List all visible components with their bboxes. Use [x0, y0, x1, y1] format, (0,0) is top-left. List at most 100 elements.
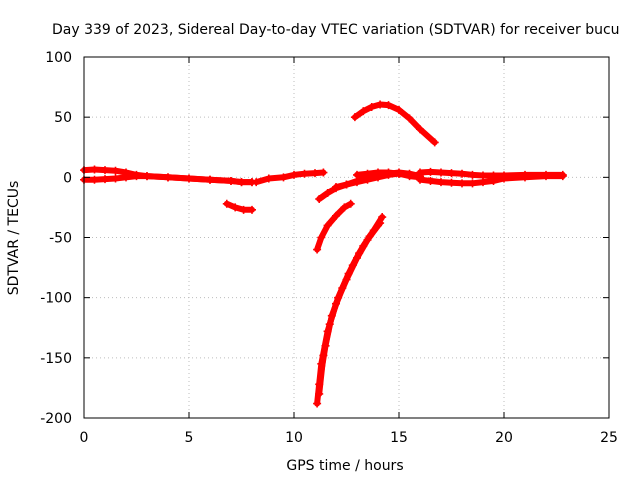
data-point	[430, 138, 439, 147]
data-point	[384, 168, 393, 177]
data-point	[321, 341, 330, 350]
data-point	[405, 172, 414, 181]
data-point	[264, 174, 273, 183]
data-point	[416, 125, 424, 134]
series-line	[316, 220, 384, 397]
data-point	[376, 100, 385, 109]
data-point	[558, 172, 567, 181]
plot-frame	[83, 56, 610, 419]
x-tick-label: 20	[495, 430, 513, 446]
data-point	[340, 203, 349, 212]
data-point	[185, 174, 193, 183]
data-point	[248, 205, 256, 214]
series-track-main-lower	[80, 172, 256, 187]
data-point	[437, 168, 445, 177]
data-point	[479, 178, 487, 187]
series-line	[316, 214, 386, 388]
data-point	[206, 175, 214, 184]
series-track-right-lower	[416, 172, 567, 188]
data-point	[227, 176, 235, 185]
data-point	[313, 245, 322, 254]
data-point	[342, 180, 351, 189]
series-track-deep-2	[315, 219, 385, 398]
data-point	[458, 179, 466, 188]
data-point	[313, 399, 322, 408]
y-tick-label: 0	[63, 170, 72, 186]
data-point	[367, 102, 376, 111]
data-point	[164, 173, 172, 182]
x-tick-label: 10	[285, 430, 303, 446]
series-track-arch	[350, 100, 439, 147]
data-point	[101, 166, 109, 175]
data-point	[311, 169, 319, 178]
data-point	[426, 176, 435, 185]
data-point	[332, 211, 340, 220]
x-tick-label: 0	[80, 430, 89, 446]
data-point	[468, 179, 477, 188]
y-tick-label: -50	[49, 231, 72, 247]
data-point	[437, 178, 445, 187]
data-point	[447, 178, 456, 187]
series-track-dip	[222, 199, 256, 214]
data-point	[111, 166, 120, 175]
data-point	[374, 168, 382, 177]
data-point	[359, 241, 368, 250]
data-point	[239, 205, 248, 214]
data-point	[447, 169, 456, 178]
data-point	[416, 175, 424, 184]
data-point	[237, 178, 246, 187]
series-line	[253, 169, 327, 186]
data-point	[317, 233, 326, 242]
series-track-short-left	[313, 199, 355, 254]
data-point	[290, 170, 298, 179]
data-point	[405, 114, 414, 123]
x-tick-label: 15	[390, 430, 408, 446]
series-line	[314, 200, 354, 253]
data-point	[350, 113, 359, 122]
data-point	[315, 194, 324, 203]
series-line	[314, 222, 381, 407]
data-point	[319, 168, 328, 177]
x-tick-label: 5	[185, 430, 194, 446]
data-point	[353, 178, 361, 187]
data-point	[384, 101, 393, 110]
y-tick-label: -200	[40, 411, 72, 427]
data-point	[542, 172, 550, 181]
data-point	[222, 199, 231, 208]
series-line	[223, 200, 255, 213]
data-point	[395, 169, 403, 178]
data-point	[426, 167, 435, 176]
data-point	[458, 169, 466, 178]
data-point	[323, 188, 332, 197]
data-point	[359, 107, 368, 116]
data-point	[323, 221, 332, 230]
data-point	[252, 178, 261, 187]
data-point	[369, 226, 378, 235]
chart-title: Day 339 of 2023, Sidereal Day-to-day VTE…	[52, 22, 620, 38]
series-track-deep-3	[315, 213, 387, 389]
data-point	[327, 311, 336, 320]
data-series	[80, 100, 567, 408]
data-point	[395, 105, 403, 114]
x-axis-label: GPS time / hours	[286, 458, 403, 474]
grid	[84, 57, 609, 418]
data-point	[353, 170, 361, 179]
data-point	[378, 213, 387, 222]
data-point	[90, 175, 99, 184]
series-track-rise	[252, 168, 328, 187]
data-point	[101, 175, 109, 184]
data-point	[122, 173, 130, 182]
data-point	[111, 174, 120, 183]
data-point	[346, 199, 355, 208]
x-tick-label: 25	[600, 430, 618, 446]
data-point	[363, 169, 372, 178]
data-point	[416, 168, 424, 177]
data-point	[231, 203, 240, 212]
data-point	[468, 170, 477, 179]
data-point	[348, 261, 357, 270]
y-tick-label: 100	[45, 50, 72, 66]
data-point	[300, 169, 309, 178]
data-point	[315, 380, 324, 389]
y-tick-label: -150	[40, 351, 72, 367]
